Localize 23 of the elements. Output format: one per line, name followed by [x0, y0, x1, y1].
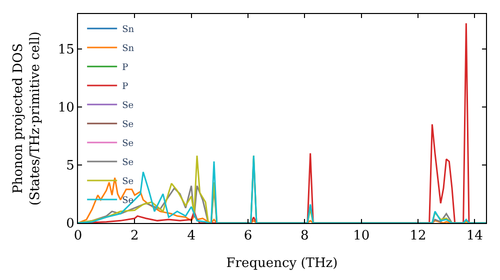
x-tick-label: 2: [130, 228, 139, 244]
legend-label: Se: [122, 120, 134, 130]
legend-label: Se: [122, 196, 134, 206]
y-axis-title: Phonon projected DOS (States/THz·primitive cell): [10, 31, 43, 206]
legend-label: Se: [122, 139, 134, 150]
x-tick-label: 14: [466, 228, 483, 244]
y-tick-label: 0: [66, 216, 74, 232]
x-tick-label: 4: [187, 228, 196, 244]
x-tick-label: 8: [300, 228, 309, 244]
legend-label: Se: [122, 101, 134, 112]
y-tick-label: 5: [66, 158, 74, 174]
legend-label: Sn: [122, 25, 134, 36]
x-tick-label: 6: [244, 228, 252, 244]
legend-label: P: [122, 82, 128, 92]
x-axis-title: Frequency (THz): [226, 256, 338, 272]
y-tick-label: 10: [58, 100, 74, 116]
legend-label: Sn: [122, 44, 134, 54]
legend-label: P: [122, 63, 128, 74]
y-tick-label: 15: [58, 42, 74, 58]
legend-label: Se: [122, 177, 134, 188]
legend-label: Se: [122, 158, 134, 168]
x-tick-label: 10: [353, 228, 370, 244]
x-tick-label: 12: [410, 228, 426, 244]
